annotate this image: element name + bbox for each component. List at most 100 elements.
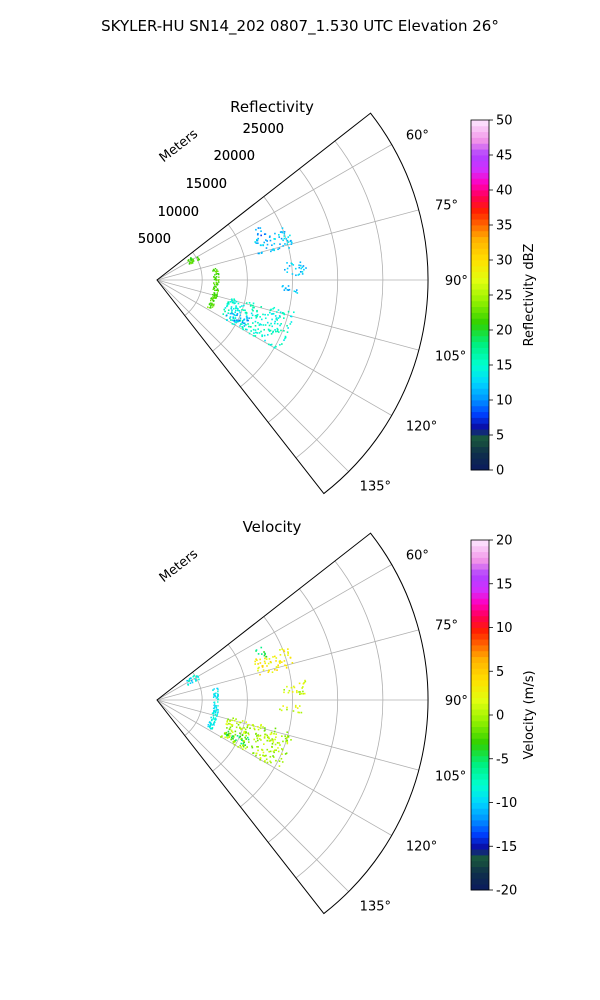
data-point (262, 244, 264, 246)
colorbar-segment (471, 230, 489, 238)
data-point (299, 261, 302, 264)
data-point (297, 711, 299, 714)
data-point (286, 239, 289, 242)
data-point (213, 706, 216, 708)
colorbar-segment (471, 120, 489, 127)
data-point (257, 328, 259, 330)
data-point (216, 269, 218, 271)
data-point (261, 251, 263, 254)
data-point (217, 694, 219, 697)
data-point (213, 282, 215, 284)
data-point (266, 739, 269, 742)
data-point (257, 252, 260, 255)
data-point (245, 738, 248, 740)
colorbar-label: Reflectivity dBZ (522, 244, 537, 347)
data-point (193, 674, 195, 677)
data-point (295, 274, 297, 277)
data-point (209, 726, 211, 728)
colorbar-tick-label: 25 (496, 289, 513, 304)
data-point (301, 266, 304, 269)
data-point (214, 278, 216, 281)
data-point (270, 733, 273, 735)
data-point (275, 317, 278, 319)
azimuth-tick-label: 120° (406, 419, 437, 434)
data-point (189, 677, 192, 680)
data-point (274, 329, 276, 331)
data-point (247, 723, 250, 726)
data-point (262, 754, 264, 757)
data-point (215, 282, 218, 284)
data-point (258, 332, 261, 334)
data-point (215, 272, 217, 274)
range-tick-label: 10000 (158, 205, 199, 220)
colorbar-segment (471, 855, 489, 862)
colorbar-segment (471, 884, 489, 891)
data-point (281, 285, 284, 288)
data-point (260, 234, 262, 237)
data-point (213, 295, 216, 297)
data-point (213, 294, 215, 296)
data-point (257, 749, 259, 752)
data-point (283, 232, 286, 235)
data-point (276, 669, 278, 671)
colorbar-segment (471, 615, 489, 623)
data-point (277, 234, 280, 236)
data-point (265, 658, 268, 660)
data-point (273, 238, 276, 240)
data-point (196, 675, 198, 677)
data-point (239, 319, 242, 321)
data-point (255, 735, 258, 737)
colorbar-segment (471, 586, 489, 593)
data-point (213, 303, 215, 305)
data-point (275, 657, 278, 659)
data-point (234, 733, 237, 736)
data-point (215, 707, 218, 709)
colorbar-segment (471, 767, 489, 774)
azimuth-tick-label: 135° (360, 900, 391, 915)
data-point (305, 267, 307, 269)
data-point (240, 746, 242, 748)
data-point (214, 695, 217, 697)
colorbar-segment (471, 685, 489, 693)
data-point (269, 344, 272, 346)
colorbar-segment (471, 423, 489, 430)
reflectivity-panel: Reflectivity 5000 10000 15000 20000 25000 Met… (138, 98, 537, 495)
azimuth-tick-label: 60° (406, 549, 429, 564)
data-point (240, 727, 243, 730)
data-point (215, 273, 218, 275)
data-point (274, 738, 276, 741)
data-point (270, 322, 272, 325)
data-point (263, 328, 266, 331)
data-point (275, 733, 278, 735)
data-point (254, 329, 257, 331)
data-point (280, 237, 283, 240)
data-point (284, 335, 287, 338)
data-point (272, 330, 275, 333)
range-axis-label: Meters (157, 127, 201, 166)
data-point (232, 735, 234, 738)
data-point (274, 668, 276, 671)
data-point (213, 710, 216, 713)
colorbar-segment (471, 831, 489, 838)
data-point (268, 343, 270, 346)
data-point (226, 733, 228, 736)
data-point (281, 761, 284, 763)
data-point (190, 257, 192, 259)
data-point (277, 750, 280, 753)
data-point (281, 748, 284, 751)
data-point (246, 328, 248, 331)
data-point (211, 727, 213, 730)
data-point (291, 661, 294, 664)
data-point (232, 741, 235, 744)
data-point (286, 243, 289, 246)
data-point (237, 302, 240, 305)
data-point (279, 660, 281, 662)
data-point (213, 289, 216, 292)
data-point (260, 725, 262, 727)
azimuth-tick-label: 120° (406, 839, 437, 854)
data-point (246, 318, 248, 320)
data-point (255, 733, 257, 735)
colorbar-segment (471, 190, 489, 197)
data-point (257, 227, 260, 229)
data-point (263, 735, 266, 738)
